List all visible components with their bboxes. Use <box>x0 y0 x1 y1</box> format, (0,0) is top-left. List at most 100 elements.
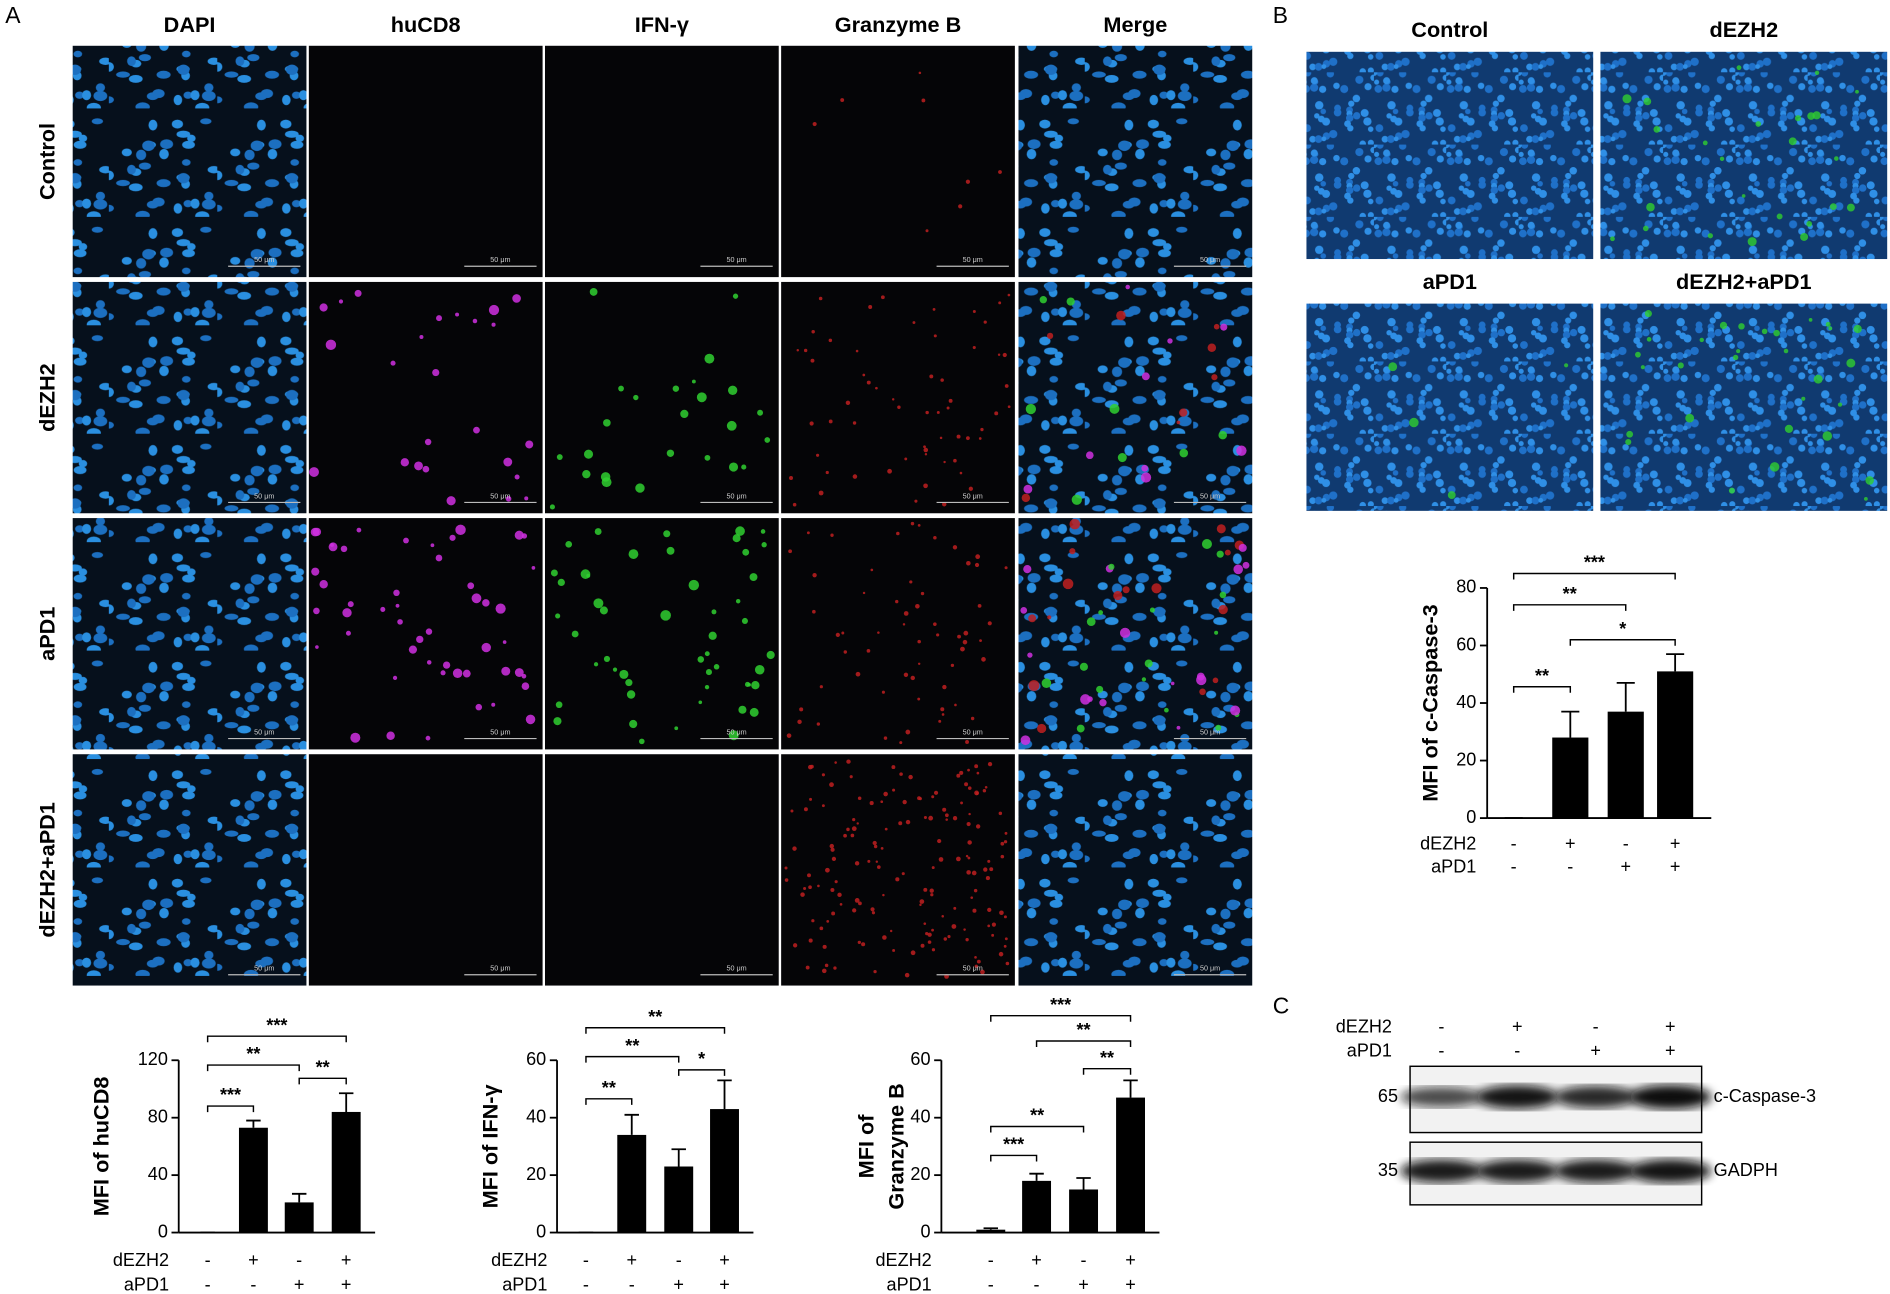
scale-bar-label: 50 μm <box>254 727 274 736</box>
column-header: IFN-γ <box>635 12 689 37</box>
stain-spot <box>639 738 645 745</box>
stain-spot <box>626 690 636 699</box>
condition-sign: - <box>1593 1016 1599 1036</box>
stain-spot <box>663 530 671 538</box>
stain-spot <box>514 530 524 540</box>
stain-spot <box>512 294 521 303</box>
stain-spot <box>965 179 971 184</box>
significance-bracket <box>585 1055 680 1063</box>
stain-spot <box>792 846 797 851</box>
error-bar <box>671 1148 686 1167</box>
stain-spot <box>1728 487 1735 494</box>
stain-spot <box>1626 430 1634 438</box>
condition-name: aPD1 <box>1347 1041 1392 1061</box>
stain-spot <box>1069 548 1076 555</box>
stain-spot <box>1409 417 1419 428</box>
condition-sign: + <box>341 1250 352 1270</box>
stain-spot <box>821 968 827 974</box>
scale-bar-label: 50 μm <box>963 727 983 736</box>
stain-spot <box>936 633 940 637</box>
scale-bar-label: 50 μm <box>1200 727 1220 736</box>
stain-spot <box>897 405 901 409</box>
blot-band <box>1476 1085 1559 1109</box>
scale-bar-label: 50 μm <box>254 964 274 973</box>
significance-label: ** <box>1535 666 1550 686</box>
condition-sign: - <box>1511 856 1517 876</box>
stain-spot <box>994 411 999 416</box>
stain-spot <box>831 911 836 916</box>
stain-spot <box>1863 496 1868 501</box>
stain-spot <box>877 631 880 634</box>
row-label: aPD1 <box>34 607 59 661</box>
stain-spot <box>555 701 563 709</box>
stain-spot <box>416 635 424 644</box>
y-tick-label: 0 <box>1466 807 1476 827</box>
stain-spot <box>1020 735 1031 746</box>
scale-bar-label: 50 μm <box>726 964 746 973</box>
stain-spot <box>942 807 947 812</box>
stain-spot <box>330 543 334 547</box>
stain-spot <box>432 368 440 377</box>
stain-spot <box>933 790 939 795</box>
stain-spot <box>472 318 478 324</box>
stain-spot <box>846 759 851 764</box>
stain-spot <box>825 867 830 873</box>
panel-label: B <box>1273 2 1288 28</box>
error-bar <box>246 1119 261 1128</box>
stain-spot <box>1076 724 1085 733</box>
stain-spot <box>726 420 737 431</box>
y-tick-label: 40 <box>910 1106 930 1126</box>
stain-spot <box>1769 462 1780 472</box>
condition-sign: + <box>294 1274 305 1294</box>
stain-spot <box>1007 405 1011 409</box>
image-title: dEZH2 <box>1709 17 1778 42</box>
stain-spot <box>1027 652 1033 658</box>
stain-spot <box>821 804 825 808</box>
stain-spot <box>531 566 536 570</box>
stain-spot <box>923 483 928 489</box>
stain-spot <box>790 809 794 813</box>
stain-spot <box>811 919 815 923</box>
condition-sign: + <box>1665 1016 1676 1036</box>
stain-spot <box>816 722 821 726</box>
stain-spot <box>1784 424 1794 433</box>
stain-spot <box>1643 225 1649 232</box>
stain-spot <box>1846 358 1856 368</box>
stain-spot <box>1004 831 1008 835</box>
stain-spot <box>819 685 823 689</box>
stain-spot <box>977 604 982 608</box>
stain-spot <box>501 666 511 676</box>
stain-spot <box>455 524 466 536</box>
condition-sign: + <box>1670 856 1681 876</box>
bar <box>664 1166 694 1233</box>
stain-spot <box>764 437 771 443</box>
significance-bracket <box>1512 604 1627 611</box>
stain-spot <box>840 98 845 103</box>
panel-label: A <box>5 2 21 28</box>
stain-spot <box>850 833 855 838</box>
bar <box>617 1134 647 1233</box>
stain-spot <box>933 334 937 338</box>
stain-spot <box>1218 604 1228 615</box>
stain-spot <box>475 703 483 711</box>
scale-bar-label: 50 μm <box>1200 491 1220 500</box>
stain-spot <box>909 580 913 584</box>
stain-spot <box>1218 430 1228 440</box>
stain-spot <box>817 884 820 888</box>
micrograph <box>72 518 307 750</box>
scale-bar-label: 50 μm <box>963 255 983 264</box>
stain-spot <box>312 527 322 537</box>
stain-spot <box>1783 348 1789 354</box>
condition-sign: - <box>1081 1250 1087 1270</box>
stain-spot <box>455 312 460 317</box>
stain-spot <box>1447 491 1456 499</box>
stain-spot <box>680 409 689 419</box>
stain-spot <box>408 645 418 654</box>
stain-spot <box>556 454 563 461</box>
stain-spot <box>938 719 942 723</box>
y-tick-label: 40 <box>148 1164 168 1184</box>
condition-sign: - <box>250 1274 256 1294</box>
stain-spot <box>1800 233 1809 241</box>
stain-spot <box>914 499 918 503</box>
error-bar <box>983 1227 999 1230</box>
